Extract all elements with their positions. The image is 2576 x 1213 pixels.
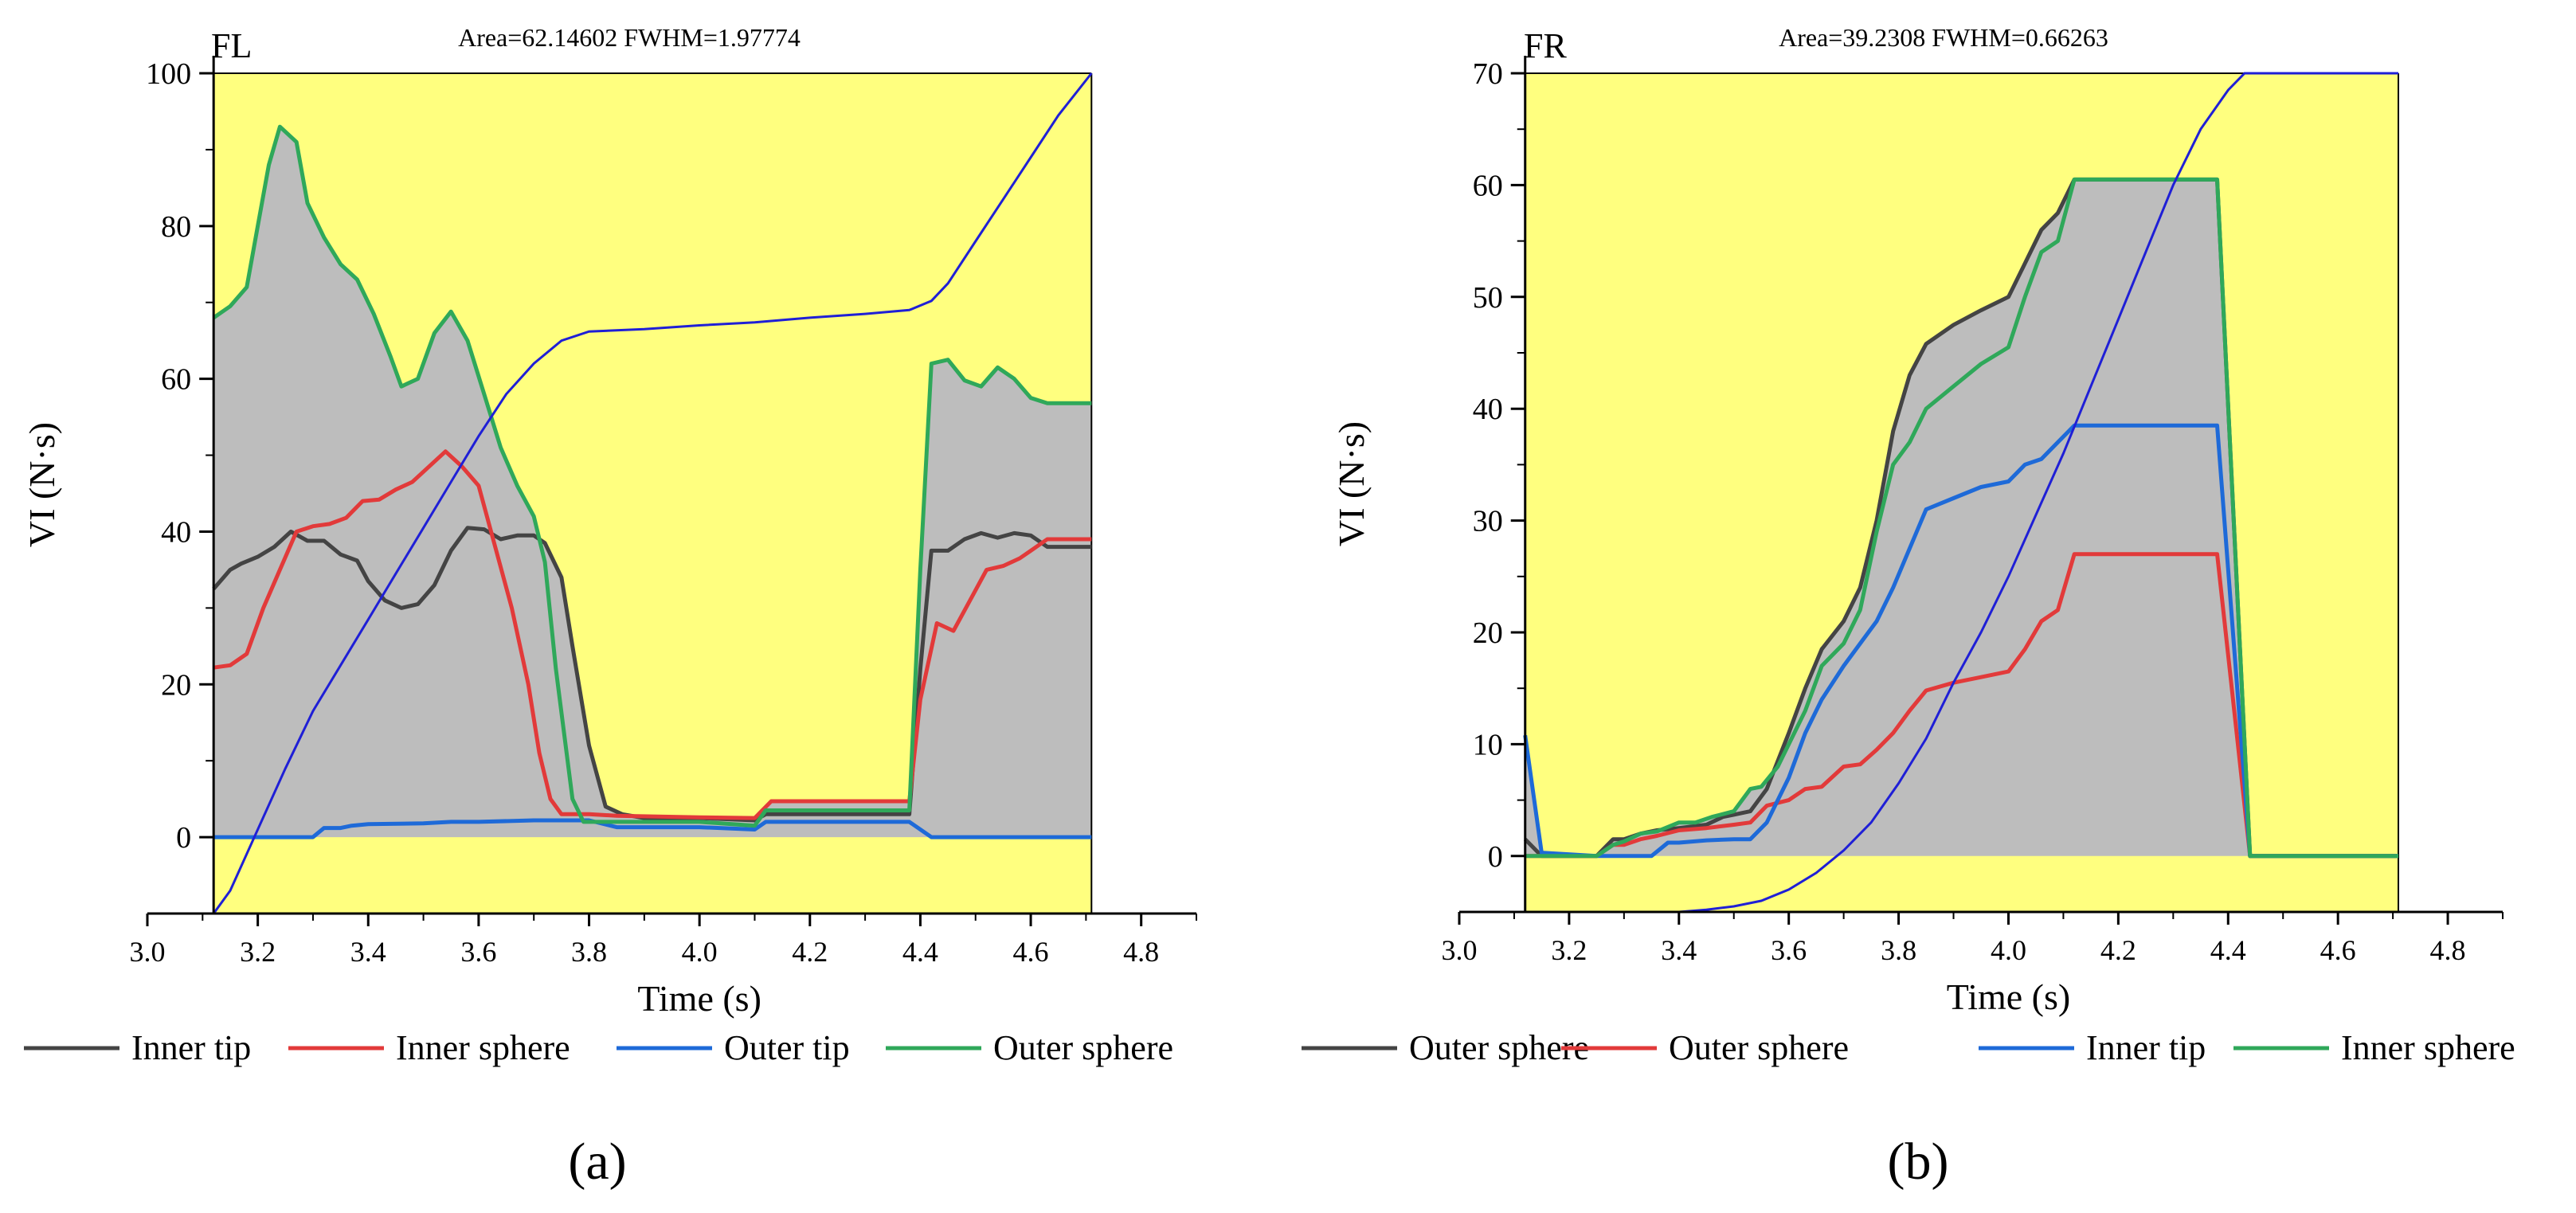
panel-title: FR [1524, 26, 1567, 65]
x-tick-label: 4.0 [1991, 934, 2026, 966]
x-tick-label: 3.6 [460, 936, 496, 968]
y-tick-label: 20 [161, 668, 191, 702]
x-tick-label: 3.2 [1551, 934, 1587, 966]
legend-label: Outer sphere [993, 1028, 1173, 1067]
y-tick-label: 30 [1473, 505, 1503, 538]
y-tick-label: 20 [1473, 616, 1503, 650]
envelope-fill [213, 127, 1092, 838]
series-line-3 [1523, 423, 2398, 859]
x-tick-label: 3.0 [1442, 934, 1478, 966]
series-line-2 [1525, 552, 2398, 859]
x-tick-label: 4.4 [902, 936, 938, 968]
y-tick-label: 10 [1473, 728, 1503, 761]
y-tick-label: 80 [161, 210, 191, 244]
x-tick-label: 4.6 [1013, 936, 1049, 968]
x-tick-label: 4.0 [682, 936, 718, 968]
x-tick-label: 4.8 [2430, 934, 2466, 966]
stats-annotation: Area=39.2308 FWHM=0.66263 [1779, 23, 2108, 52]
panel-label: (b) [1888, 1133, 1949, 1191]
series-line-3 [213, 818, 1092, 839]
legend-label: Inner tip [2086, 1028, 2206, 1067]
cumulative-curve [1525, 72, 2398, 914]
x-tick-label: 3.4 [1661, 934, 1697, 966]
x-axis-label: Time (s) [1947, 976, 2071, 1017]
x-tick-label: 3.8 [571, 936, 607, 968]
legend-label: Inner tip [131, 1028, 251, 1067]
y-tick-label: 0 [176, 821, 191, 855]
x-tick-label: 4.2 [792, 936, 828, 968]
legend-label: Outer sphere [1409, 1028, 1589, 1067]
chart-panel-a: 3.0 3.2 3.4 3.6 3.8 4.0 4.2 4.4 4.6 4.8 0 20 40 60 80 1… [22, 23, 1197, 1191]
x-tick-label: 4.6 [2320, 934, 2356, 966]
stats-annotation: Area=62.14602 FWHM=1.97774 [458, 23, 801, 52]
y-tick-label: 100 [146, 57, 191, 91]
x-tick-label: 3.2 [240, 936, 276, 968]
panel-label: (a) [568, 1133, 626, 1191]
series-line-2 [213, 449, 1092, 820]
y-axis-label: VI (N·s) [22, 422, 62, 547]
legend-label: Outer sphere [1669, 1028, 1849, 1067]
y-tick-label: 50 [1473, 281, 1503, 315]
x-tick-label: 4.8 [1123, 936, 1159, 968]
y-tick-label: 40 [1473, 393, 1503, 426]
legend-label: Outer tip [724, 1028, 850, 1067]
cumulative-curve [212, 72, 1093, 914]
y-tick-label: 40 [161, 515, 191, 549]
y-axis-label: VI (N·s) [1331, 421, 1372, 546]
x-tick-label: 4.2 [2100, 934, 2136, 966]
y-tick-label: 60 [161, 363, 191, 397]
series-line-4 [212, 124, 1092, 828]
panel-title: FL [211, 26, 252, 65]
chart-panel-b: 3.0 3.2 3.4 3.6 3.8 4.0 4.2 4.4 4.6 4.8 0 10 20 30 40 5… [1302, 23, 2515, 1191]
legend-label: Inner sphere [396, 1028, 570, 1067]
legend-label: Inner sphere [2341, 1028, 2515, 1067]
y-tick-label: 60 [1473, 169, 1503, 202]
x-axis-label: Time (s) [637, 978, 761, 1019]
x-tick-label: 4.4 [2210, 934, 2246, 966]
y-tick-label: 0 [1488, 840, 1503, 874]
y-tick-label: 70 [1473, 57, 1503, 91]
x-tick-label: 3.8 [1881, 934, 1916, 966]
series-line-4 [1525, 177, 2398, 859]
envelope-fill [1525, 179, 2398, 856]
x-tick-label: 3.4 [350, 936, 386, 968]
x-tick-label: 3.6 [1771, 934, 1807, 966]
x-tick-label: 3.0 [130, 936, 166, 968]
